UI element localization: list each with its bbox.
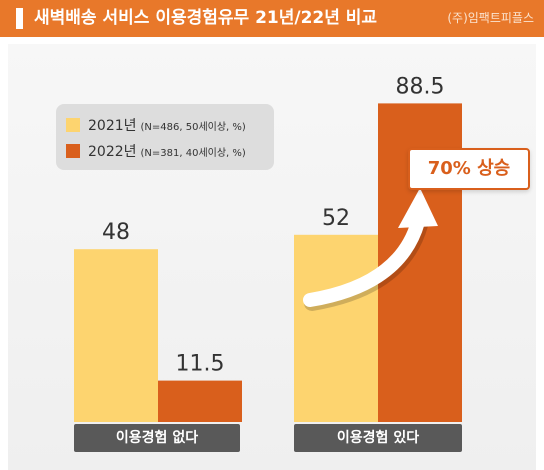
legend-swatch-2021 (66, 118, 80, 132)
bar-2021-no-experience (74, 249, 158, 422)
bar-2022-no-experience (158, 380, 242, 422)
legend-name: 2021년 (88, 118, 137, 134)
chart-title: 새벽배송 서비스 이용경험유무 21년/22년 비교 (34, 8, 378, 28)
value-label: 11.5 (176, 352, 225, 377)
increase-arrow (303, 188, 438, 311)
value-label: 88.5 (396, 74, 445, 99)
category-label-has-experience: 이용경험 있다 (294, 424, 462, 452)
legend-note: (N=486, 50세이상, %) (140, 121, 246, 133)
legend: 2021년 (N=486, 50세이상, %) 2022년 (N=381, 40… (56, 104, 274, 170)
chart-header: 새벽배송 서비스 이용경험유무 21년/22년 비교 (주)임팩트피플스 (0, 0, 544, 37)
category-label-no-experience: 이용경험 없다 (74, 424, 240, 452)
value-label: 48 (102, 220, 130, 245)
header-accent-mark (16, 8, 23, 29)
increase-callout: 70% 상승 (408, 148, 530, 190)
legend-item-2021: 2021년 (N=486, 50세이상, %) (66, 116, 246, 134)
legend-name: 2022년 (88, 144, 137, 160)
value-label: 52 (322, 206, 350, 231)
legend-swatch-2022 (66, 144, 80, 158)
source-label: (주)임팩트피플스 (447, 11, 534, 25)
legend-note: (N=381, 40세이상, %) (140, 147, 246, 159)
legend-item-2022: 2022년 (N=381, 40세이상, %) (66, 142, 246, 160)
bar-2021-has-experience (294, 234, 378, 422)
